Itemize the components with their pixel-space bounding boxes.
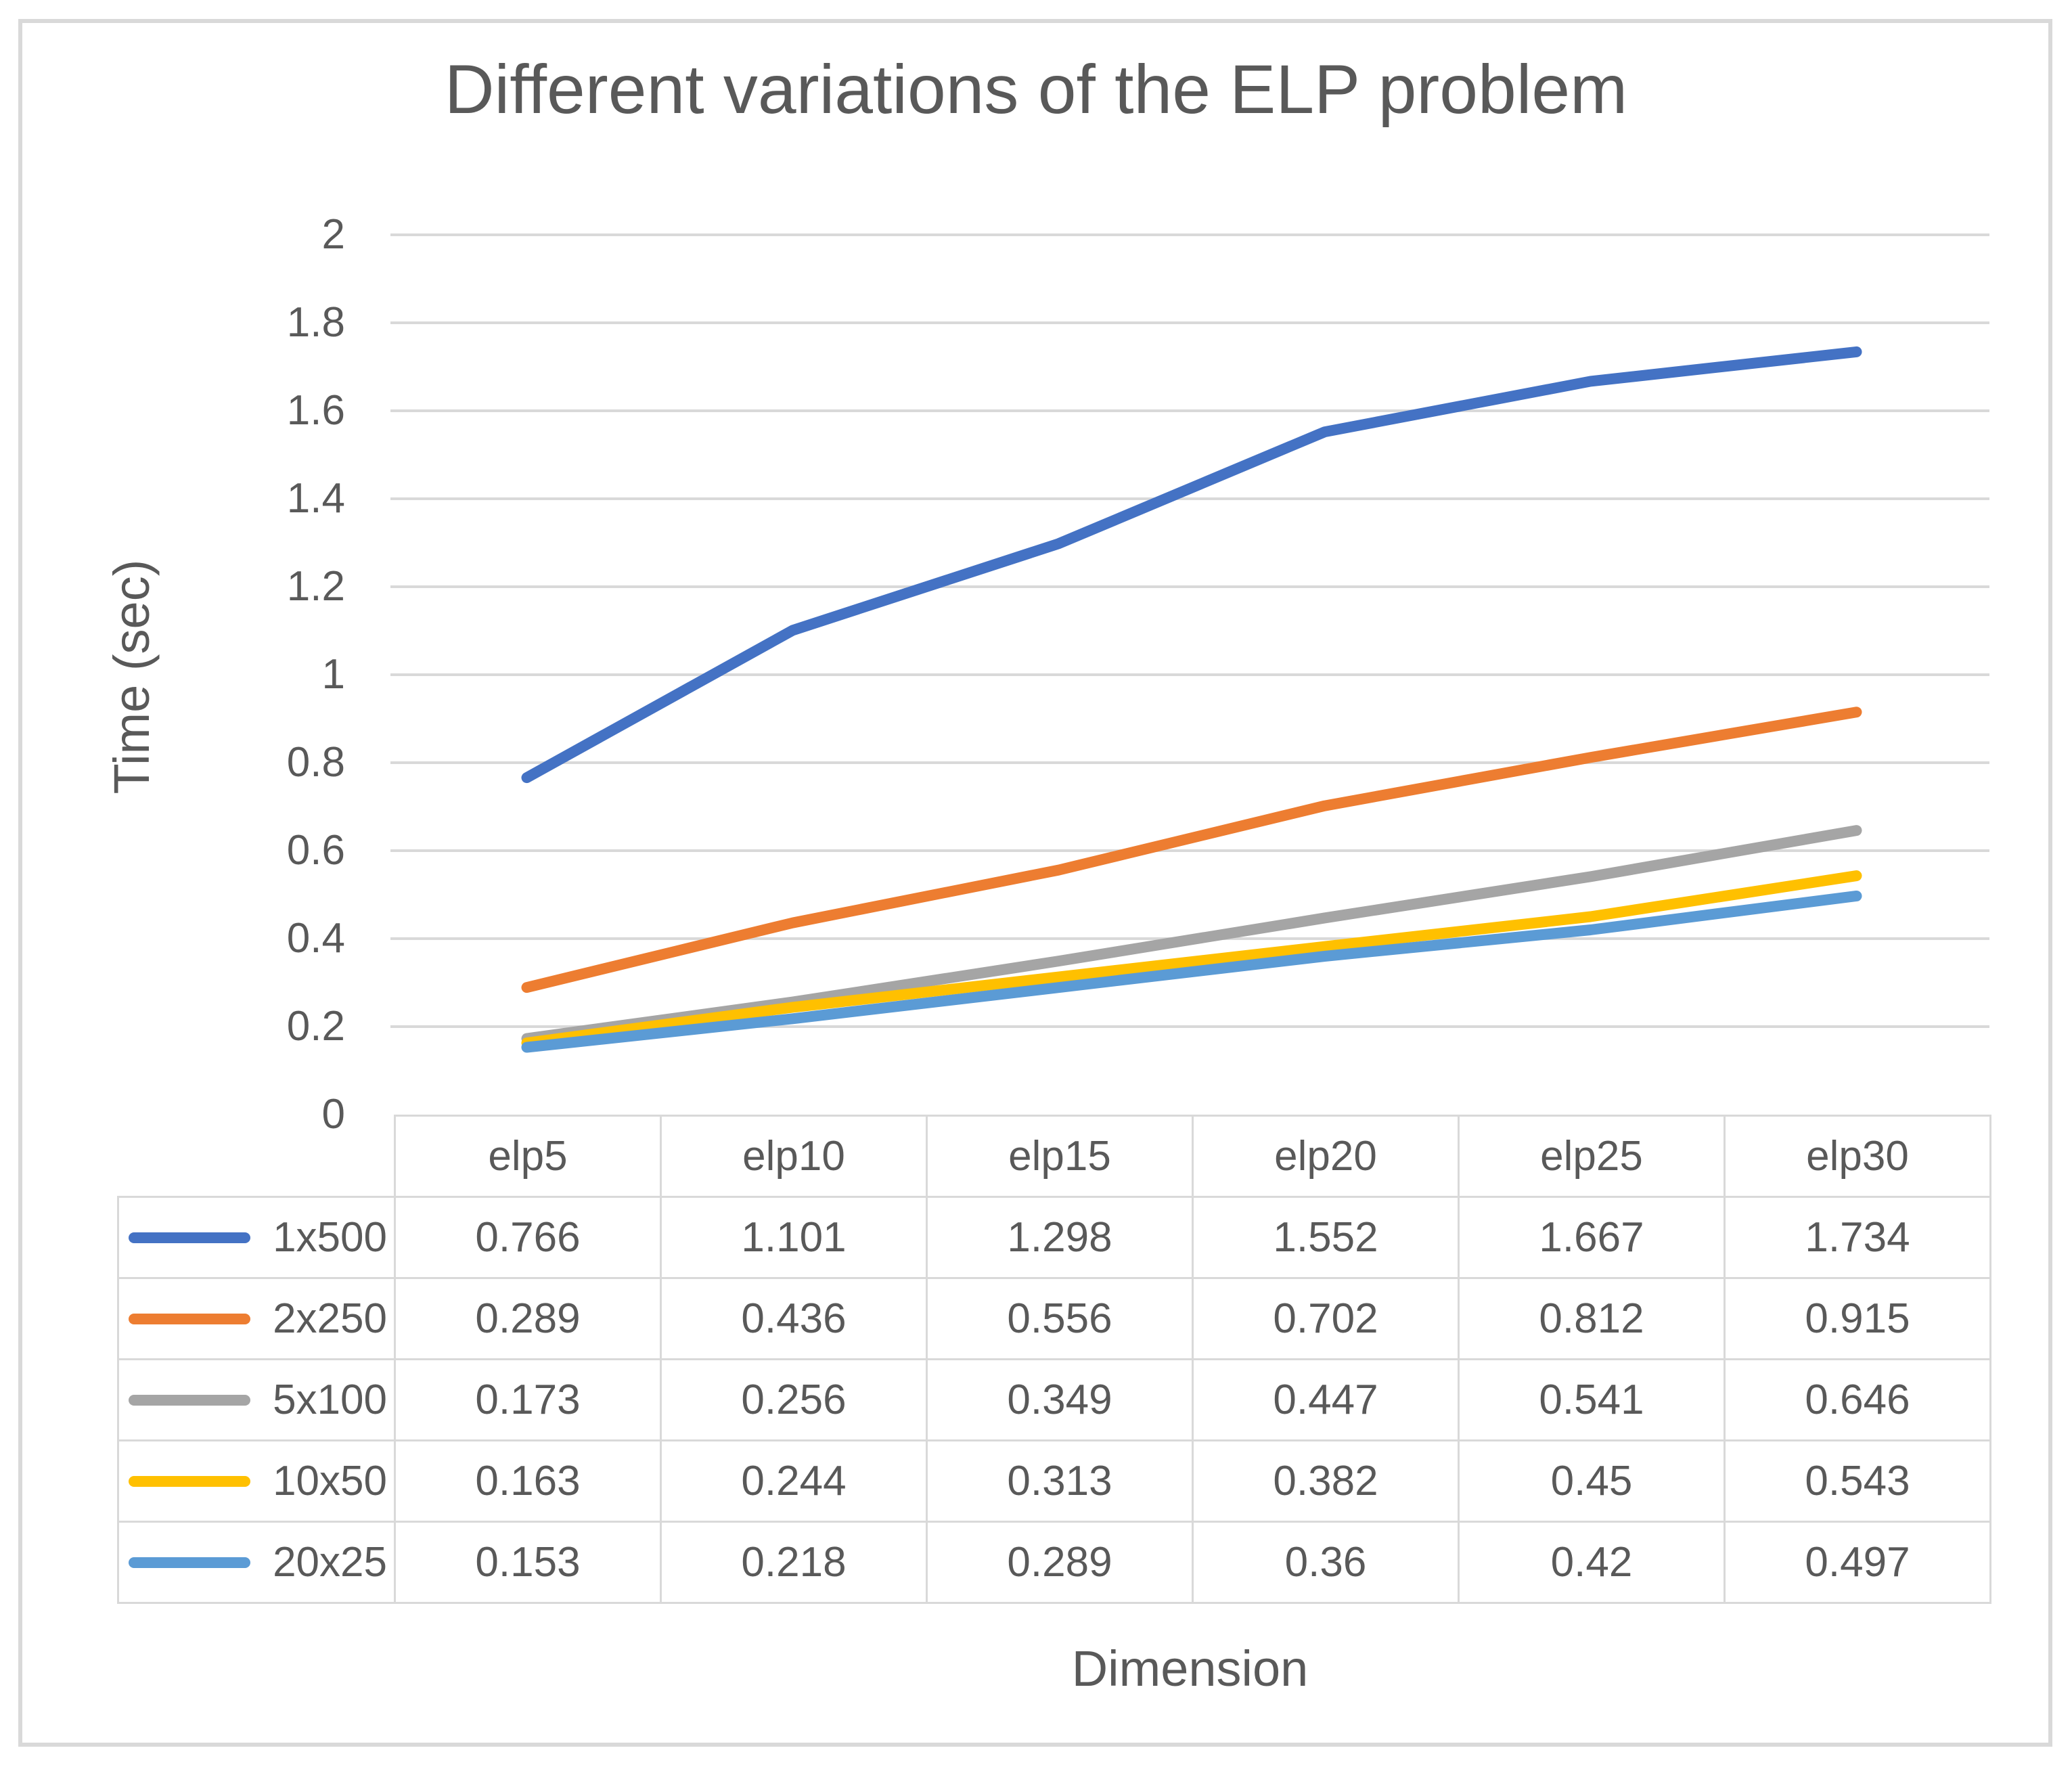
y-tick-label: 1.8: [286, 299, 345, 346]
table-row-5x100: 5x100 0.173 0.256 0.349 0.447 0.541 0.646: [117, 1358, 1991, 1441]
value-cell: 0.436: [660, 1277, 928, 1360]
x-axis-title: Dimension: [1071, 1640, 1309, 1697]
y-tick-label: 0.8: [286, 739, 345, 786]
legend-key-icon: [129, 1557, 250, 1568]
value-cell: 0.541: [1458, 1358, 1726, 1441]
series-name: 1x500: [273, 1214, 387, 1261]
series-label-cell: 2x250: [117, 1277, 396, 1360]
value-cell: 0.45: [1458, 1439, 1726, 1523]
category-header-elp20: elp20: [1192, 1115, 1460, 1198]
y-tick-label: 0.2: [286, 1003, 345, 1050]
value-cell: 0.313: [926, 1439, 1194, 1523]
value-cell: 0.497: [1724, 1521, 1991, 1604]
legend-key-icon: [129, 1394, 250, 1406]
value-cell: 1.734: [1724, 1196, 1991, 1279]
legend-key-icon: [129, 1232, 250, 1243]
table-row-2x250: 2x250 0.289 0.436 0.556 0.702 0.812 0.915: [117, 1277, 1991, 1360]
category-header-elp10: elp10: [660, 1115, 928, 1198]
value-cell: 1.552: [1192, 1196, 1460, 1279]
table-corner-cell: [118, 1115, 396, 1198]
value-cell: 0.812: [1458, 1277, 1726, 1360]
y-tick-label: 1.6: [286, 387, 345, 434]
legend-key-icon: [129, 1313, 250, 1324]
value-cell: 0.447: [1192, 1358, 1460, 1441]
category-header-elp15: elp15: [926, 1115, 1194, 1198]
legend-key-icon: [129, 1475, 250, 1487]
data-table: elp5 elp10 elp15 elp20 elp25 elp30 1x500 0.766 1…: [117, 1115, 1991, 1604]
value-cell: 0.349: [926, 1358, 1194, 1441]
table-row-20x25: 20x25 0.153 0.218 0.289 0.36 0.42 0.497: [117, 1521, 1991, 1604]
value-cell: 1.298: [926, 1196, 1194, 1279]
category-header-elp25: elp25: [1458, 1115, 1726, 1198]
table-header-row: elp5 elp10 elp15 elp20 elp25 elp30: [118, 1115, 1991, 1198]
table-row-10x50: 10x50 0.163 0.244 0.313 0.382 0.45 0.543: [117, 1439, 1991, 1523]
value-cell: 0.256: [660, 1358, 928, 1441]
y-tick-label: 1: [321, 651, 345, 698]
series-label-cell: 1x500: [117, 1196, 396, 1279]
value-cell: 0.289: [394, 1277, 662, 1360]
series-label-cell: 10x50: [117, 1439, 396, 1523]
value-cell: 0.543: [1724, 1439, 1991, 1523]
y-tick-label: 0.4: [286, 915, 345, 962]
value-cell: 0.173: [394, 1358, 662, 1441]
series-label-cell: 5x100: [117, 1358, 396, 1441]
y-tick-label: 1.4: [286, 475, 345, 522]
value-cell: 0.244: [660, 1439, 928, 1523]
category-header-elp5: elp5: [394, 1115, 662, 1198]
y-axis-title: Time (sec): [104, 559, 160, 795]
value-cell: 0.766: [394, 1196, 662, 1279]
value-cell: 0.646: [1724, 1358, 1991, 1441]
value-cell: 0.382: [1192, 1439, 1460, 1523]
value-cell: 0.163: [394, 1439, 662, 1523]
value-cell: 0.36: [1192, 1521, 1460, 1604]
series-name: 10x50: [273, 1458, 387, 1504]
value-cell: 0.289: [926, 1521, 1194, 1604]
series-name: 5x100: [273, 1377, 387, 1423]
series-label-cell: 20x25: [117, 1521, 396, 1604]
y-tick-label: 2: [321, 211, 345, 258]
value-cell: 0.153: [394, 1521, 662, 1604]
value-cell: 0.218: [660, 1521, 928, 1604]
value-cell: 0.42: [1458, 1521, 1726, 1604]
series-name: 20x25: [273, 1539, 387, 1586]
y-tick-label: 1.2: [286, 563, 345, 610]
y-tick-label: 0.6: [286, 827, 345, 874]
chart-title: Different variations of the ELP problem: [444, 51, 1628, 128]
value-cell: 0.915: [1724, 1277, 1991, 1360]
category-header-elp30: elp30: [1724, 1115, 1991, 1198]
table-row-1x500: 1x500 0.766 1.101 1.298 1.552 1.667 1.734: [117, 1196, 1991, 1279]
series-name: 2x250: [273, 1295, 387, 1342]
value-cell: 0.556: [926, 1277, 1194, 1360]
value-cell: 1.667: [1458, 1196, 1726, 1279]
value-cell: 0.702: [1192, 1277, 1460, 1360]
value-cell: 1.101: [660, 1196, 928, 1279]
